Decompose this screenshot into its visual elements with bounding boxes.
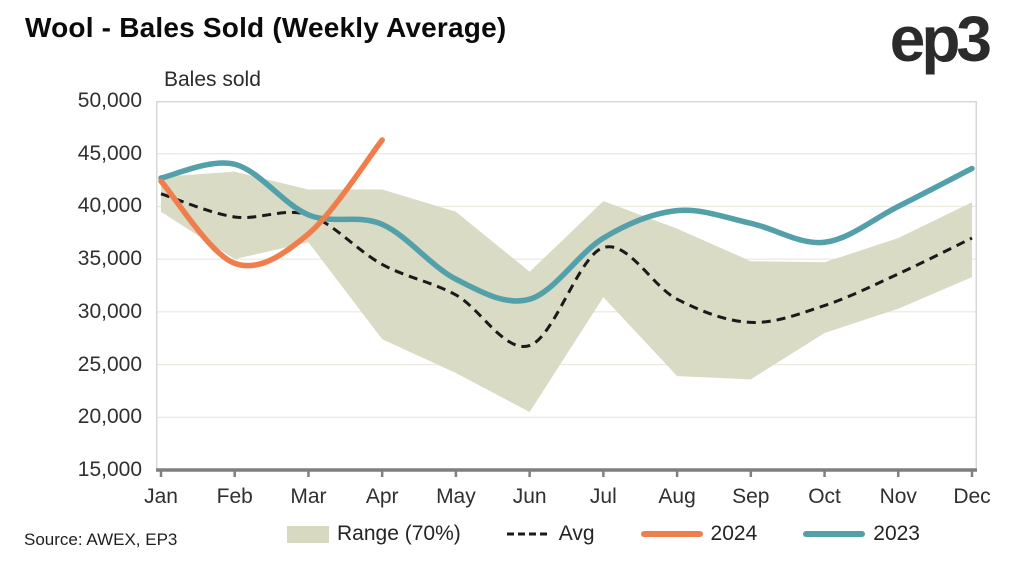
series-line-2024: [158, 137, 385, 269]
series-line-2023: [158, 160, 975, 304]
x-tick-label: Nov: [879, 485, 917, 508]
y-tick-label: 50,000: [77, 89, 142, 112]
x-tick-label: Feb: [216, 485, 253, 508]
y-tick-label: 45,000: [77, 141, 142, 165]
range-band: [161, 171, 972, 413]
chart-svg: [155, 101, 978, 477]
x-tick-label: Dec: [953, 485, 991, 508]
y-tick-label: 40,000: [77, 194, 142, 218]
legend-item-range-70-: Range (70%): [287, 522, 461, 546]
legend-label: Avg: [558, 522, 595, 545]
legend: Range (70%) Avg 2024 2023: [287, 522, 920, 546]
plot-area: [155, 101, 978, 484]
x-tick-label: Jul: [589, 485, 617, 508]
x-tick-label: Aug: [658, 485, 696, 508]
y-axis-title: Bales sold: [164, 68, 261, 91]
legend-item-2024: 2024: [640, 522, 758, 546]
y-tick-label: 20,000: [77, 405, 142, 429]
legend-line-swatch: [803, 531, 866, 537]
page-title: Wool - Bales Sold (Weekly Average): [25, 12, 507, 43]
y-tick-label: 35,000: [77, 247, 142, 271]
legend-label: 2023: [873, 522, 920, 545]
legend-dashed-swatch: [506, 532, 551, 536]
legend-line-swatch: [640, 531, 703, 537]
x-tick-label: Sep: [732, 485, 770, 508]
legend-label: Range (70%): [337, 522, 461, 545]
legend-item-avg: Avg: [506, 522, 595, 546]
plot-frame: [156, 101, 977, 470]
x-tick-label: Mar: [290, 485, 327, 508]
legend-band-swatch: [287, 525, 329, 543]
x-tick-label: Jun: [512, 485, 547, 508]
source-note: Source: AWEX, EP3: [24, 530, 178, 549]
x-tick-label: May: [436, 485, 476, 508]
x-tick-label: Jan: [144, 485, 178, 508]
legend-item-2023: 2023: [803, 522, 920, 546]
ep3-logo: ep3: [889, 3, 992, 75]
x-tick-label: Oct: [808, 485, 841, 508]
y-tick-label: 15,000: [77, 458, 142, 481]
y-tick-label: 25,000: [77, 352, 142, 376]
x-tick-label: Apr: [365, 485, 399, 508]
y-tick-label: 30,000: [77, 299, 142, 323]
legend-label: 2024: [710, 522, 758, 545]
